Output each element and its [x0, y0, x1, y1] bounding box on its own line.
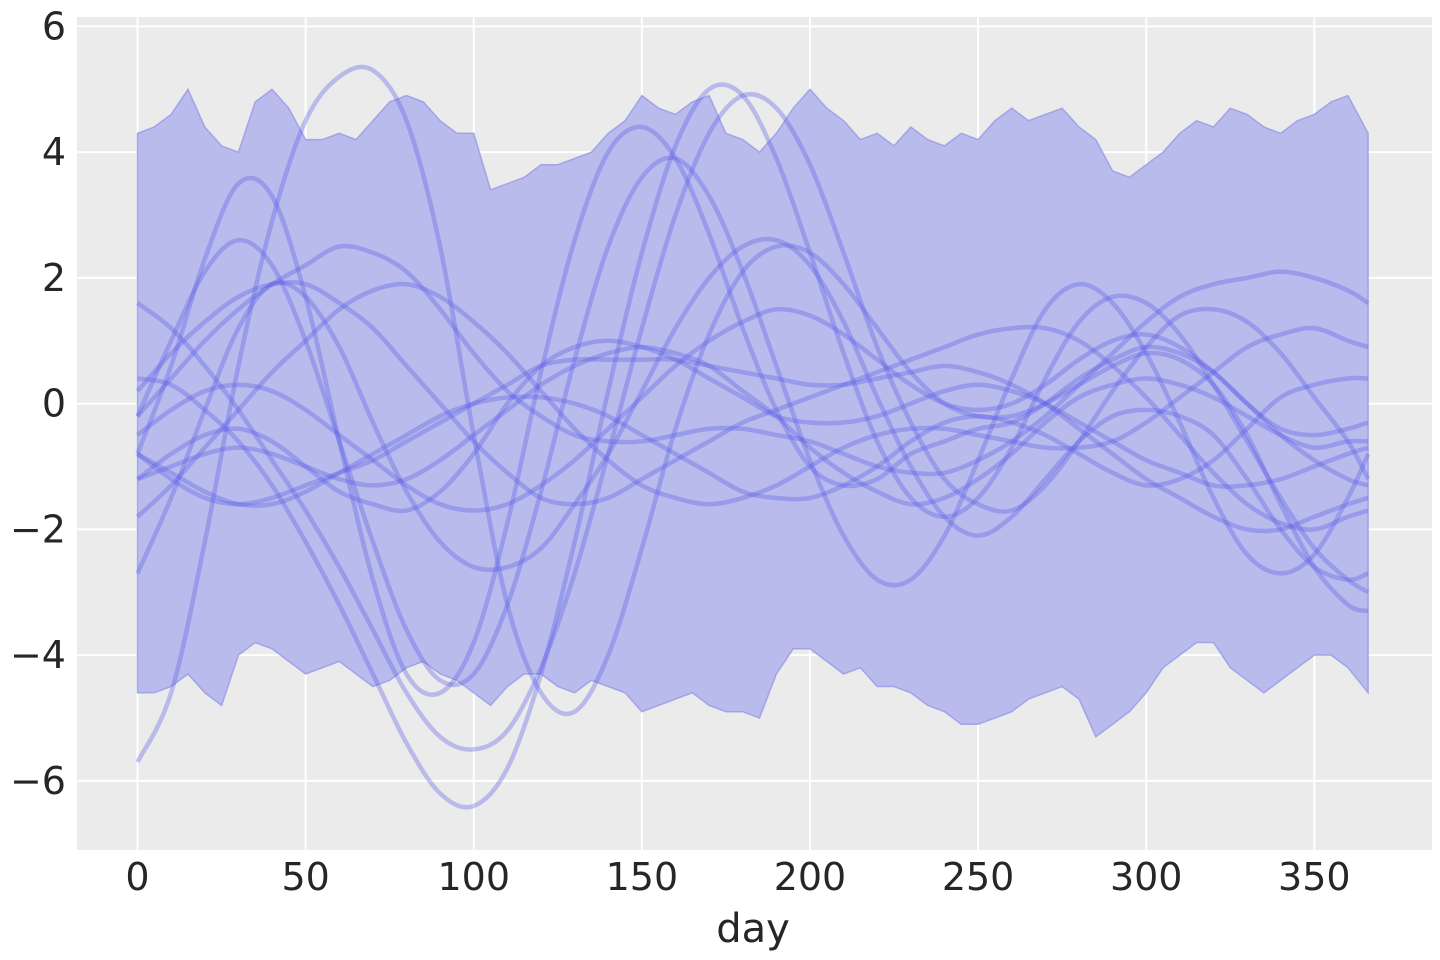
- x-tick-label: 0: [125, 855, 149, 899]
- series-line-14: [136, 306, 1369, 513]
- series-line-9: [136, 356, 1369, 534]
- series-line-6: [137, 82, 1370, 810]
- series-line-1: [135, 64, 1369, 764]
- series-line-7: [136, 338, 1369, 514]
- y-tick-label: 4: [42, 130, 66, 174]
- band-area: [136, 87, 1369, 738]
- x-axis-ticks: 0 50 100 150 200 250 300 350: [125, 855, 1350, 899]
- x-tick-label: 350: [1278, 855, 1351, 899]
- series-line-11: [135, 243, 1370, 477]
- x-tick-label: 250: [942, 855, 1015, 899]
- series-line-2: [135, 124, 1369, 697]
- series-line-5: [136, 91, 1371, 752]
- y-tick-label: −2: [10, 507, 66, 551]
- series-line-10: [135, 281, 1369, 519]
- sample-lines: [135, 64, 1371, 810]
- x-axis-label: day: [716, 906, 790, 952]
- x-tick-label: 100: [437, 855, 510, 899]
- uncertainty-band: [136, 87, 1369, 738]
- x-tick-label: 150: [606, 855, 679, 899]
- y-tick-label: −6: [10, 759, 66, 803]
- x-tick-label: 200: [774, 855, 847, 899]
- y-axis-ticks: −6 −4 −2 0 2 4 6: [10, 4, 66, 802]
- series-line-4: [135, 236, 1369, 583]
- y-tick-label: 6: [42, 4, 66, 48]
- y-tick-label: 0: [42, 382, 66, 426]
- series-line-3: [135, 155, 1371, 688]
- y-tick-label: −4: [10, 633, 66, 677]
- x-tick-label: 300: [1110, 855, 1183, 899]
- series-line-13: [136, 344, 1369, 507]
- series-line-12: [136, 375, 1369, 509]
- x-tick-label: 50: [281, 855, 329, 899]
- series-line-8: [135, 279, 1369, 532]
- y-tick-label: 2: [42, 256, 66, 300]
